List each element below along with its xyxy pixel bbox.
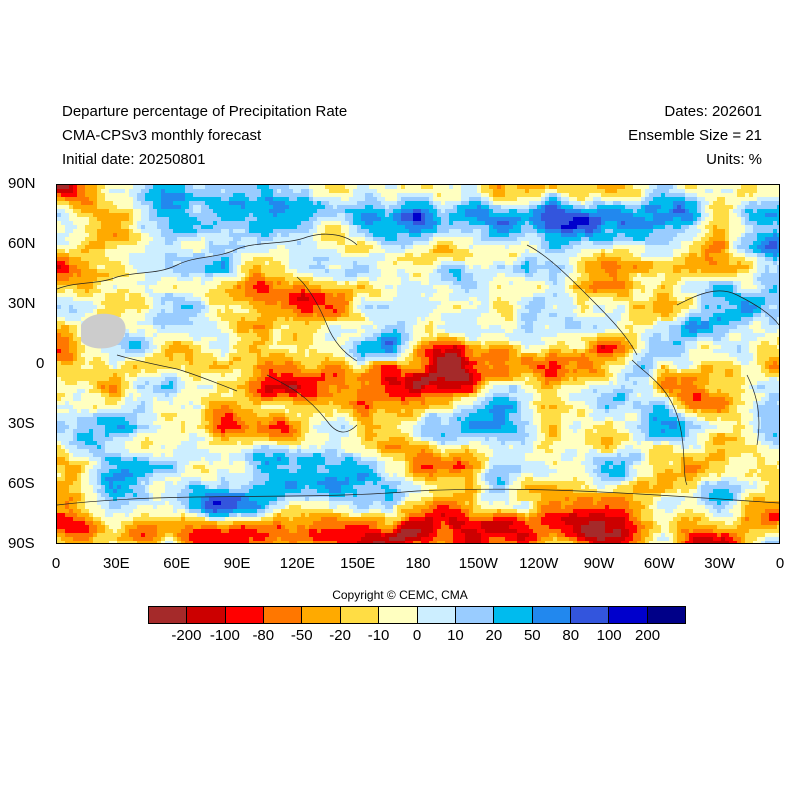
initial-date: Initial date: 20250801 [62, 151, 206, 168]
copyright-text: Copyright © CEMC, CMA [332, 588, 468, 602]
coastline [57, 488, 779, 506]
lon-label: 90E [223, 555, 251, 572]
lon-label: 150W [458, 555, 498, 572]
colorbar-label: 80 [562, 627, 580, 644]
lon-label: 0 [775, 555, 785, 572]
colorbar-label: -50 [290, 627, 313, 644]
header-left: Departure percentage of Precipitation Ra… [62, 100, 347, 172]
coastline [631, 359, 688, 486]
lat-label: 90N [8, 175, 36, 192]
colorbar-swatch [149, 607, 188, 623]
lon-label: 0 [51, 555, 61, 572]
coastline [116, 354, 238, 392]
colorbar-label: 200 [635, 627, 661, 644]
units-label: Units: % [706, 151, 762, 168]
lon-label: 60W [643, 555, 675, 572]
plot-title: Departure percentage of Precipitation Ra… [62, 103, 348, 120]
coastline [57, 233, 358, 290]
header-right: Dates: 202601 Ensemble Size = 21 Units: … [628, 100, 762, 172]
lat-label: 0 [36, 355, 45, 372]
colorbar-swatch [455, 607, 495, 623]
colorbar-swatch [187, 607, 226, 623]
lon-label: 30E [102, 555, 130, 572]
missing-data-region [81, 313, 126, 349]
colorbar-label: -100 [209, 627, 240, 644]
lat-label: 90S [8, 535, 35, 552]
coastline [296, 276, 358, 362]
lon-label: 120W [519, 555, 559, 572]
coastline [526, 244, 638, 356]
colorbar-swatch [417, 607, 456, 623]
colorbar-swatch [302, 607, 341, 623]
colorbar-swatch [225, 607, 265, 623]
lat-label: 60N [8, 235, 36, 252]
colorbar-label: 10 [447, 627, 464, 644]
lat-label: 30N [8, 295, 36, 312]
forecast-dates: Dates: 202601 [664, 103, 762, 120]
coastline [266, 374, 358, 433]
lon-label: 90W [583, 555, 615, 572]
colorbar-label: -10 [367, 627, 390, 644]
lon-label: 30W [704, 555, 736, 572]
colorbar-label: 100 [596, 627, 622, 644]
lon-label: 120E [279, 555, 315, 572]
model-name: CMA-CPSv3 monthly forecast [62, 127, 262, 144]
lon-label: 60E [163, 555, 191, 572]
colorbar-swatch [340, 607, 380, 623]
colorbar-swatch [570, 607, 610, 623]
colorbar-label: -20 [329, 627, 351, 644]
colorbar [148, 606, 686, 624]
colorbar-swatch [494, 607, 533, 623]
colorbar-swatch [647, 607, 686, 623]
colorbar-label: 50 [523, 627, 541, 644]
precipitation-map [56, 184, 780, 544]
ensemble-size: Ensemble Size = 21 [628, 127, 762, 144]
map-field [57, 185, 779, 543]
coastline [676, 290, 779, 326]
colorbar-label: -200 [171, 627, 202, 644]
colorbar-swatch [532, 607, 571, 623]
lon-label: 150E [340, 555, 376, 572]
colorbar-label: -80 [252, 627, 275, 644]
colorbar-swatch [379, 607, 418, 623]
lon-label: 180 [405, 555, 431, 572]
lat-label: 60S [8, 475, 35, 492]
coastline [746, 374, 760, 446]
colorbar-label: 20 [485, 627, 503, 644]
colorbar-swatch [264, 607, 303, 623]
lat-label: 30S [8, 415, 35, 432]
colorbar-swatch [609, 607, 648, 623]
colorbar-label: 0 [412, 627, 422, 644]
